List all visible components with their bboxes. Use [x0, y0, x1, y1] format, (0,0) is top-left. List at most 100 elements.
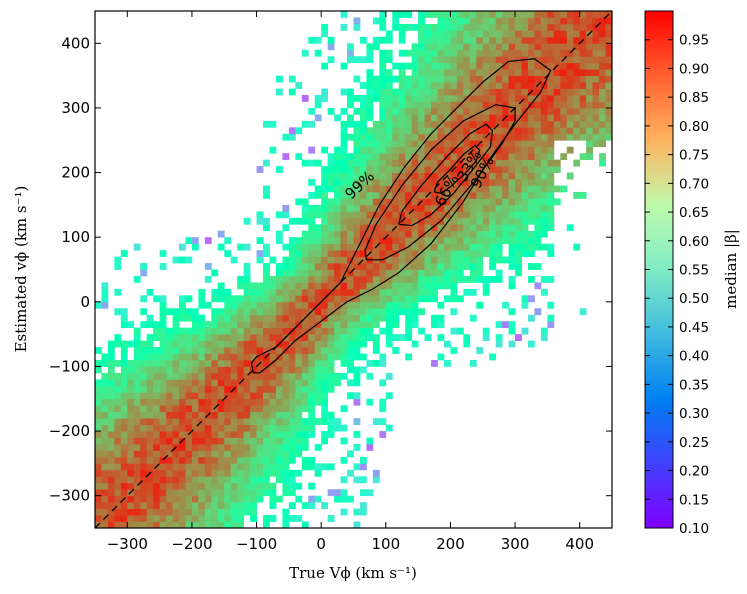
heatmap-bin — [211, 334, 219, 341]
heatmap-bin — [256, 405, 264, 413]
heatmap-bin — [431, 269, 438, 277]
heatmap-bin — [256, 424, 264, 432]
heatmap-bin — [489, 114, 497, 122]
heatmap-bin — [211, 353, 219, 361]
heatmap-bin — [385, 321, 393, 329]
heatmap-bin — [379, 49, 387, 57]
heatmap-bin — [573, 75, 581, 83]
heatmap-bin — [327, 463, 335, 471]
heatmap-bin — [256, 288, 264, 296]
heatmap-bin — [502, 101, 509, 109]
heatmap-bin — [256, 301, 264, 309]
heatmap-bin — [243, 372, 251, 380]
heatmap-bin — [347, 295, 354, 303]
heatmap-bin — [372, 82, 380, 89]
heatmap-bin — [347, 256, 354, 264]
heatmap-bin — [237, 282, 245, 290]
heatmap-bin — [127, 411, 135, 419]
heatmap-bin — [353, 17, 361, 25]
heatmap-bin — [547, 127, 555, 135]
heatmap-bin — [469, 191, 477, 199]
heatmap-bin — [476, 49, 484, 57]
heatmap-bin — [372, 288, 380, 296]
heatmap-bin — [418, 159, 425, 167]
heatmap-bin — [133, 398, 141, 406]
heatmap-bin — [321, 366, 329, 374]
heatmap-bin — [101, 392, 109, 400]
heatmap-bin — [347, 56, 354, 64]
heatmap-bin — [482, 140, 490, 148]
heatmap-bin — [140, 353, 148, 361]
heatmap-bin — [301, 49, 309, 57]
heatmap-bin — [198, 469, 206, 477]
heatmap-bin — [250, 489, 257, 497]
heatmap-bin — [553, 82, 561, 89]
heatmap-bin — [431, 224, 438, 232]
heatmap-bin — [191, 489, 199, 497]
heatmap-bin — [224, 443, 232, 451]
heatmap-bin — [107, 456, 115, 464]
heatmap-bin — [217, 327, 225, 335]
heatmap-bin — [431, 69, 438, 77]
heatmap-bin — [489, 217, 497, 225]
heatmap-bin — [366, 153, 374, 161]
heatmap-bin — [353, 288, 361, 296]
heatmap-bin — [489, 30, 497, 38]
x-tick-label: 100 — [371, 535, 400, 553]
heatmap-bin — [482, 191, 490, 199]
heatmap-bin — [392, 256, 400, 264]
heatmap-bin — [321, 62, 329, 70]
heatmap-bin — [579, 120, 587, 128]
heatmap-bin — [385, 314, 393, 322]
heatmap-bin — [159, 469, 167, 477]
heatmap-bin — [353, 146, 361, 154]
heatmap-bin — [256, 282, 264, 290]
heatmap-bin — [372, 314, 380, 322]
heatmap-bin — [411, 301, 419, 309]
heatmap-bin — [385, 114, 393, 122]
heatmap-bin — [256, 469, 264, 477]
heatmap-bin — [515, 172, 522, 180]
heatmap-bin — [269, 398, 277, 406]
heatmap-bin — [237, 476, 245, 484]
heatmap-bin — [114, 424, 122, 432]
heatmap-bin — [566, 114, 574, 122]
heatmap-bin — [534, 204, 542, 212]
heatmap-bin — [527, 95, 535, 102]
heatmap-bin — [224, 295, 232, 303]
heatmap-bin — [256, 372, 264, 380]
heatmap-bin — [107, 353, 115, 361]
heatmap-bin — [101, 424, 109, 432]
heatmap-bin — [566, 127, 574, 135]
heatmap-bin — [237, 469, 245, 477]
heatmap-bin — [263, 515, 270, 522]
heatmap-bin — [411, 314, 419, 322]
heatmap-bin — [114, 256, 122, 264]
heatmap-bin — [353, 353, 361, 361]
heatmap-bin — [418, 56, 425, 64]
heatmap-bin — [534, 101, 542, 109]
heatmap-bin — [502, 166, 509, 173]
heatmap-bin — [456, 166, 464, 173]
heatmap-bin — [191, 385, 199, 393]
heatmap-bin — [191, 359, 199, 367]
heatmap-bin — [424, 82, 432, 89]
heatmap-bin — [101, 463, 109, 471]
heatmap-bin — [327, 263, 335, 270]
heatmap-bin — [379, 224, 387, 232]
heatmap-bin — [114, 263, 122, 270]
heatmap-bin — [489, 166, 497, 173]
heatmap-bin — [521, 237, 529, 245]
heatmap-bin — [573, 49, 581, 57]
heatmap-bin — [411, 288, 419, 296]
heatmap-bin — [437, 353, 445, 361]
heatmap-bin — [347, 450, 354, 458]
heatmap-bin — [534, 75, 542, 83]
heatmap-bin — [359, 502, 367, 510]
heatmap-bin — [392, 204, 400, 212]
heatmap-bin — [133, 476, 141, 484]
heatmap-bin — [469, 133, 477, 141]
heatmap-bin — [482, 204, 490, 212]
heatmap-bin — [424, 185, 432, 193]
heatmap-bin — [347, 314, 354, 322]
